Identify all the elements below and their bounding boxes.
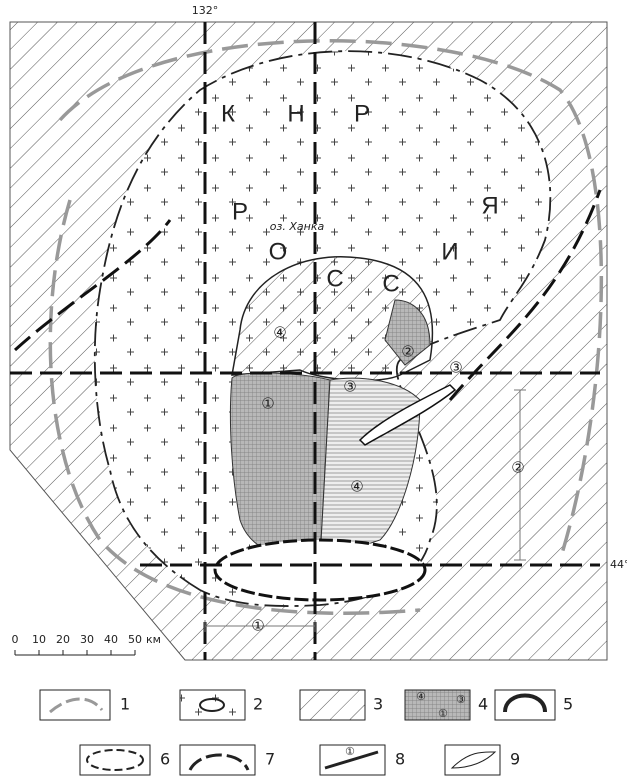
legend-swatch (444, 744, 501, 776)
legend-number: 9 (510, 750, 520, 769)
circled-label: ④ (350, 478, 363, 496)
thrust-right (448, 189, 602, 401)
scale-unit: км (146, 633, 161, 646)
circled-label: ② (511, 459, 524, 477)
bracket (204, 620, 316, 632)
legend-number: 3 (373, 695, 383, 714)
circled-label: ③ (343, 378, 356, 396)
legend (39, 689, 556, 776)
scale-tick: 40 (104, 633, 118, 646)
circled-label: ① (261, 395, 274, 413)
legend-mark: ③ (456, 693, 466, 706)
legend-swatch (39, 689, 111, 721)
legend-number: 4 (478, 695, 488, 714)
country-letter: Р (232, 198, 248, 225)
country-letter: Р (354, 100, 370, 127)
country-letter: И (441, 238, 458, 265)
legend-mark: ① (438, 707, 448, 720)
map: 132° 44° К Н Р Р Я О С С И оз. Ханка ④ ②… (9, 4, 627, 661)
legend-number: 8 (395, 750, 405, 769)
lower-lens (213, 538, 427, 602)
legend-swatch (179, 689, 246, 721)
legend-labels: 1 2 3 4 5 6 7 8 9 ④ ③ ① ① (120, 690, 573, 769)
meridian-label: 132° (192, 4, 219, 17)
country-letter: О (269, 238, 288, 265)
country-letter: К (221, 100, 235, 127)
legend-mark: ④ (416, 690, 426, 703)
lake-label: оз. Ханка (270, 220, 325, 233)
country-letter: Я (481, 192, 498, 219)
scale-tick: 0 (12, 633, 19, 646)
circled-label: ④ (273, 324, 286, 342)
legend-swatch (179, 744, 256, 776)
legend-number: 6 (160, 750, 170, 769)
bracket (514, 389, 526, 561)
parallel-label: 44° (610, 558, 627, 571)
fault-lens (358, 384, 457, 446)
scale-tick: 20 (56, 633, 70, 646)
legend-swatch (319, 744, 386, 776)
outer-arc (58, 39, 604, 561)
core-small (384, 299, 431, 366)
legend-swatch (494, 689, 556, 721)
legend-swatch (299, 689, 366, 721)
legend-swatch (404, 689, 471, 721)
circled-label: ③ (449, 359, 462, 377)
legend-number: 1 (120, 695, 130, 714)
scale-tick: 30 (80, 633, 94, 646)
scale-tick: 10 (32, 633, 46, 646)
country-letter: С (326, 265, 343, 292)
circled-label: ② (401, 343, 414, 361)
scale-tick: 50 (128, 633, 142, 646)
scale-bar: 0 10 20 30 40 50 км (12, 633, 161, 656)
legend-number: 5 (563, 695, 573, 714)
country-letter: С (382, 270, 399, 297)
legend-number: 2 (253, 695, 263, 714)
country-letter: Н (287, 100, 304, 127)
legend-mark: ① (345, 745, 355, 758)
legend-swatch (79, 744, 151, 776)
circled-label: ① (251, 617, 264, 635)
legend-number: 7 (265, 750, 275, 769)
thrust (13, 219, 172, 352)
